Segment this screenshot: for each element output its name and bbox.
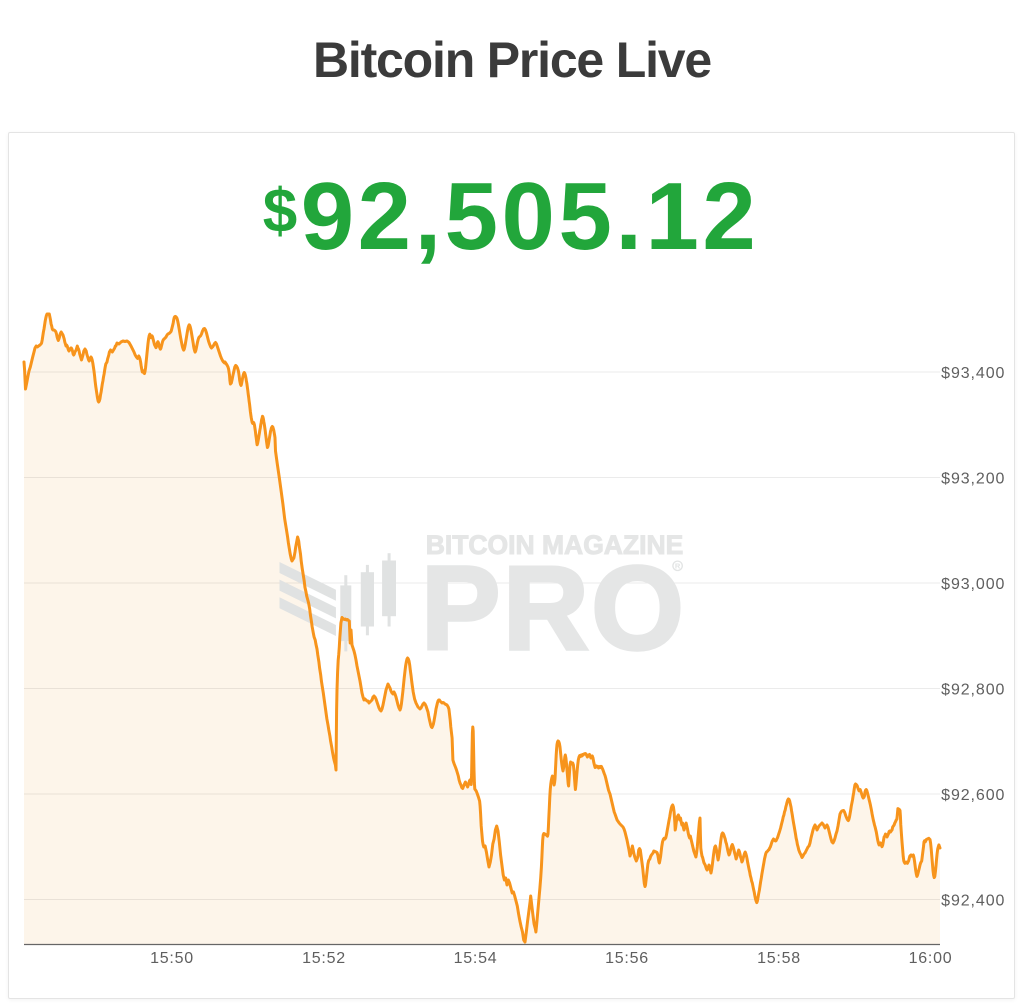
svg-text:PRO: PRO [421,542,686,675]
svg-text:$92,600: $92,600 [941,787,1005,804]
svg-text:$92,800: $92,800 [941,681,1005,698]
svg-text:$93,000: $93,000 [941,576,1005,593]
svg-text:15:52: 15:52 [302,950,346,967]
svg-text:15:58: 15:58 [757,950,801,967]
svg-text:$92,400: $92,400 [941,892,1005,909]
svg-text:15:56: 15:56 [605,950,649,967]
svg-text:BITCOIN MAGAZINE: BITCOIN MAGAZINE [426,530,684,560]
svg-text:15:54: 15:54 [454,950,498,967]
svg-text:15:50: 15:50 [150,950,194,967]
svg-text:$93,200: $93,200 [941,470,1005,487]
svg-text:R: R [675,562,681,571]
svg-text:$93,400: $93,400 [941,365,1005,382]
svg-text:16:00: 16:00 [909,950,953,967]
